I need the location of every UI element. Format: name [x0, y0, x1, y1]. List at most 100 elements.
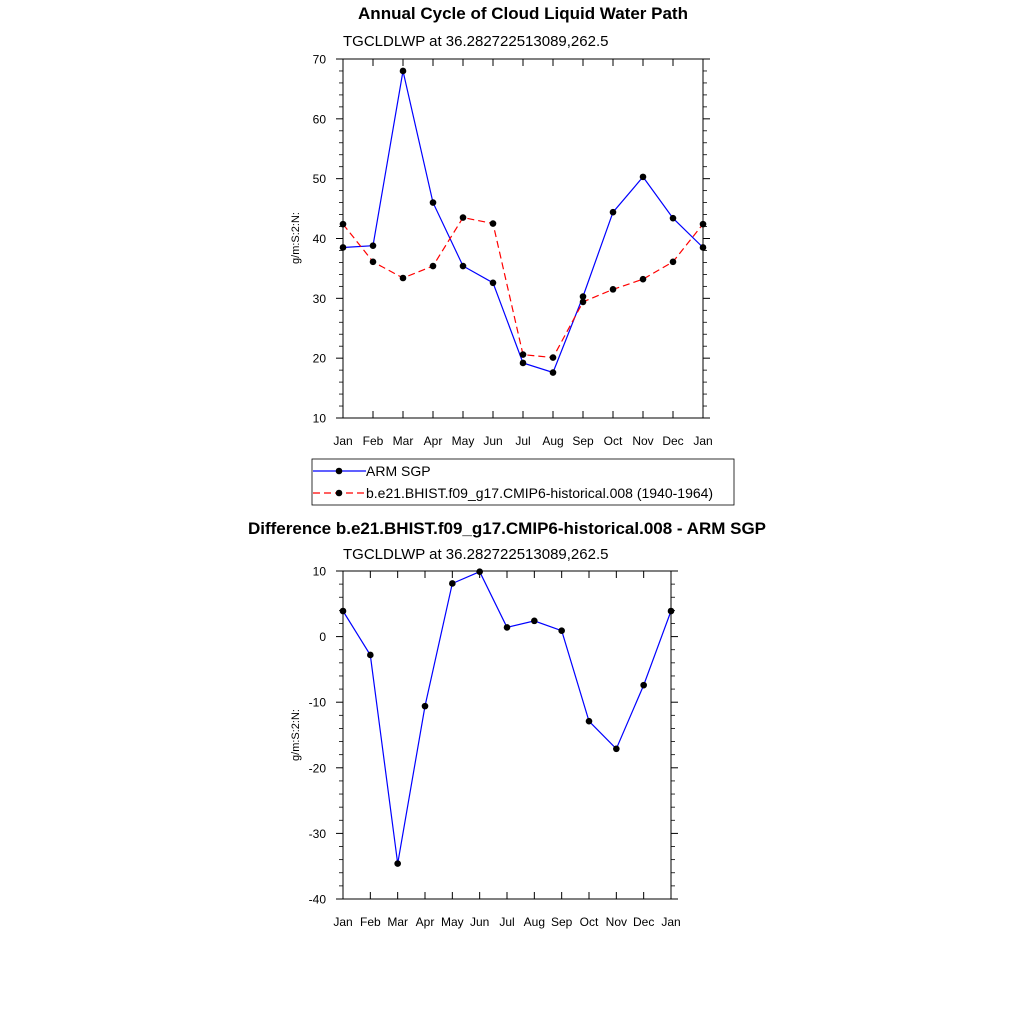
x-tick-label-apr: Apr	[424, 434, 443, 448]
axis-tick-labels: Jan Feb Mar Apr May Jun Jul Aug Sep Oct Nov Dec Jan 1…	[313, 53, 713, 449]
x-tick-label-jul: Jul	[515, 434, 530, 448]
data-point-arm-sgp-oct	[609, 208, 617, 216]
data-point-b-e21-bhist-f09-g17-cmip6-historical-008-1940-1964-oct	[609, 286, 617, 293]
y-tick-label: -10	[309, 696, 327, 710]
x-tick-label-jul: Jul	[499, 915, 514, 929]
x-tick-label-jun: Jun	[483, 434, 502, 448]
data-point-arm-sgp-dec	[669, 214, 677, 222]
data-point-difference-sep	[558, 627, 565, 634]
x-tick-label-sep: Sep	[572, 434, 594, 448]
data-point-b-e21-bhist-f09-g17-cmip6-historical-008-1940-1964-nov	[639, 275, 647, 283]
axis-tick-labels: Jan Feb Mar Apr May Jun Jul Aug Sep Oct Nov Dec Jan-…	[309, 565, 681, 930]
series-layer	[339, 67, 707, 376]
data-point-difference-may	[449, 580, 456, 587]
y-tick-label: 0	[319, 630, 326, 644]
series-layer	[339, 568, 675, 867]
data-point-difference-dec	[640, 681, 647, 689]
data-point-b-e21-bhist-f09-g17-cmip6-historical-008-1940-1964-may	[459, 214, 467, 221]
legend-box	[311, 458, 735, 506]
data-point-b-e21-bhist-f09-g17-cmip6-historical-008-1940-1964-jan	[339, 220, 347, 228]
data-point-b-e21-bhist-f09-g17-cmip6-historical-008-1940-1964-aug	[549, 354, 557, 361]
x-tick-label-feb: Feb	[360, 915, 381, 929]
x-tick-label-may: May	[441, 915, 464, 929]
x-tick-label-mar: Mar	[393, 434, 414, 448]
data-point-difference-jan	[667, 607, 675, 615]
data-point-arm-sgp-mar	[399, 67, 407, 75]
data-point-arm-sgp-feb	[369, 242, 377, 249]
data-point-b-e21-bhist-f09-g17-cmip6-historical-008-1940-1964-jun	[489, 220, 497, 227]
data-point-difference-mar	[394, 860, 401, 867]
legend: ARM SGP b.e21.BHIST.f09_g17.CMIP6-histor…	[311, 458, 735, 506]
y-axis-label: g/m:S:2:N:	[290, 212, 302, 264]
x-tick-label-sep: Sep	[551, 915, 573, 929]
data-point-difference-feb	[367, 651, 374, 659]
data-point-b-e21-bhist-f09-g17-cmip6-historical-008-1940-1964-jul	[519, 351, 527, 358]
axis-ticks	[336, 58, 710, 419]
data-point-difference-nov	[613, 745, 620, 753]
data-point-arm-sgp-sep	[579, 293, 587, 300]
data-point-arm-sgp-jun	[489, 279, 497, 287]
data-point-arm-sgp-aug	[549, 369, 557, 376]
x-tick-label-nov: Nov	[606, 915, 627, 929]
data-point-b-e21-bhist-f09-g17-cmip6-historical-008-1940-1964-feb	[369, 258, 377, 266]
y-tick-label: 10	[313, 565, 327, 579]
y-tick-label: -40	[309, 893, 327, 907]
data-point-b-e21-bhist-f09-g17-cmip6-historical-008-1940-1964-sep	[579, 298, 587, 306]
y-tick-label: 50	[313, 172, 327, 186]
data-point-b-e21-bhist-f09-g17-cmip6-historical-008-1940-1964-dec	[669, 258, 677, 266]
data-point-difference-apr	[421, 702, 429, 710]
x-tick-label-dec: Dec	[662, 434, 683, 448]
legend-label-arm-sgp: ARM SGP	[366, 463, 431, 479]
x-tick-label-apr: Apr	[416, 915, 435, 929]
y-tick-label: 40	[313, 232, 327, 246]
legend-label-model: b.e21.BHIST.f09_g17.CMIP6-historical.008…	[366, 485, 713, 501]
axis-ticks	[336, 570, 678, 900]
chart-title: Annual Cycle of Cloud Liquid Water Path	[358, 4, 688, 23]
data-point-arm-sgp-jan	[339, 244, 347, 251]
x-tick-label-jan: Jan	[661, 915, 680, 929]
data-point-arm-sgp-jul	[519, 359, 527, 367]
y-tick-label: 70	[313, 53, 327, 67]
y-tick-label: 20	[313, 352, 327, 366]
data-point-difference-oct	[585, 717, 593, 725]
y-tick-label: 10	[313, 412, 327, 426]
data-point-difference-jun	[476, 568, 483, 575]
x-tick-label-jan: Jan	[693, 434, 712, 448]
data-point-b-e21-bhist-f09-g17-cmip6-historical-008-1940-1964-jan	[699, 220, 707, 228]
x-tick-label-nov: Nov	[632, 434, 653, 448]
y-tick-label: 60	[313, 112, 327, 126]
y-tick-label: 30	[313, 292, 327, 306]
chart-title: Difference b.e21.BHIST.f09_g17.CMIP6-his…	[248, 519, 766, 538]
series-line-difference	[342, 570, 672, 864]
data-point-b-e21-bhist-f09-g17-cmip6-historical-008-1940-1964-apr	[429, 262, 437, 270]
chart-subtitle: TGCLDLWP at 36.282722513089,262.5	[343, 546, 608, 563]
data-point-difference-jan	[339, 607, 347, 615]
x-tick-label-mar: Mar	[387, 915, 408, 929]
x-tick-label-oct: Oct	[580, 915, 599, 929]
x-tick-label-oct: Oct	[604, 434, 623, 448]
x-tick-label-jun: Jun	[470, 915, 489, 929]
y-axis-label: g/m:S:2:N:	[290, 709, 302, 761]
legend-marker-model	[335, 489, 343, 497]
data-point-arm-sgp-apr	[429, 199, 437, 206]
series-line-b-e21-bhist-f09-g17-cmip6-historical-008-1940-1964	[342, 216, 704, 359]
data-point-arm-sgp-jan	[699, 244, 707, 251]
x-tick-label-aug: Aug	[542, 434, 563, 448]
difference-chart: Difference b.e21.BHIST.f09_g17.CMIP6-his…	[248, 519, 766, 929]
data-point-b-e21-bhist-f09-g17-cmip6-historical-008-1940-1964-mar	[399, 274, 407, 282]
series-line-arm-sgp	[342, 70, 704, 374]
annual-cycle-chart: Annual Cycle of Cloud Liquid Water Path …	[290, 4, 713, 448]
y-tick-label: -20	[309, 761, 327, 775]
data-point-difference-jul	[503, 624, 511, 631]
legend-marker-arm-sgp	[335, 467, 343, 475]
x-tick-label-jan: Jan	[333, 434, 352, 448]
x-tick-label-aug: Aug	[524, 915, 545, 929]
chart-subtitle: TGCLDLWP at 36.282722513089,262.5	[343, 33, 608, 50]
x-tick-label-may: May	[452, 434, 475, 448]
data-point-arm-sgp-may	[459, 262, 467, 270]
x-tick-label-feb: Feb	[363, 434, 384, 448]
data-point-arm-sgp-nov	[639, 173, 647, 181]
x-tick-label-dec: Dec	[633, 915, 654, 929]
x-tick-label-jan: Jan	[333, 915, 352, 929]
